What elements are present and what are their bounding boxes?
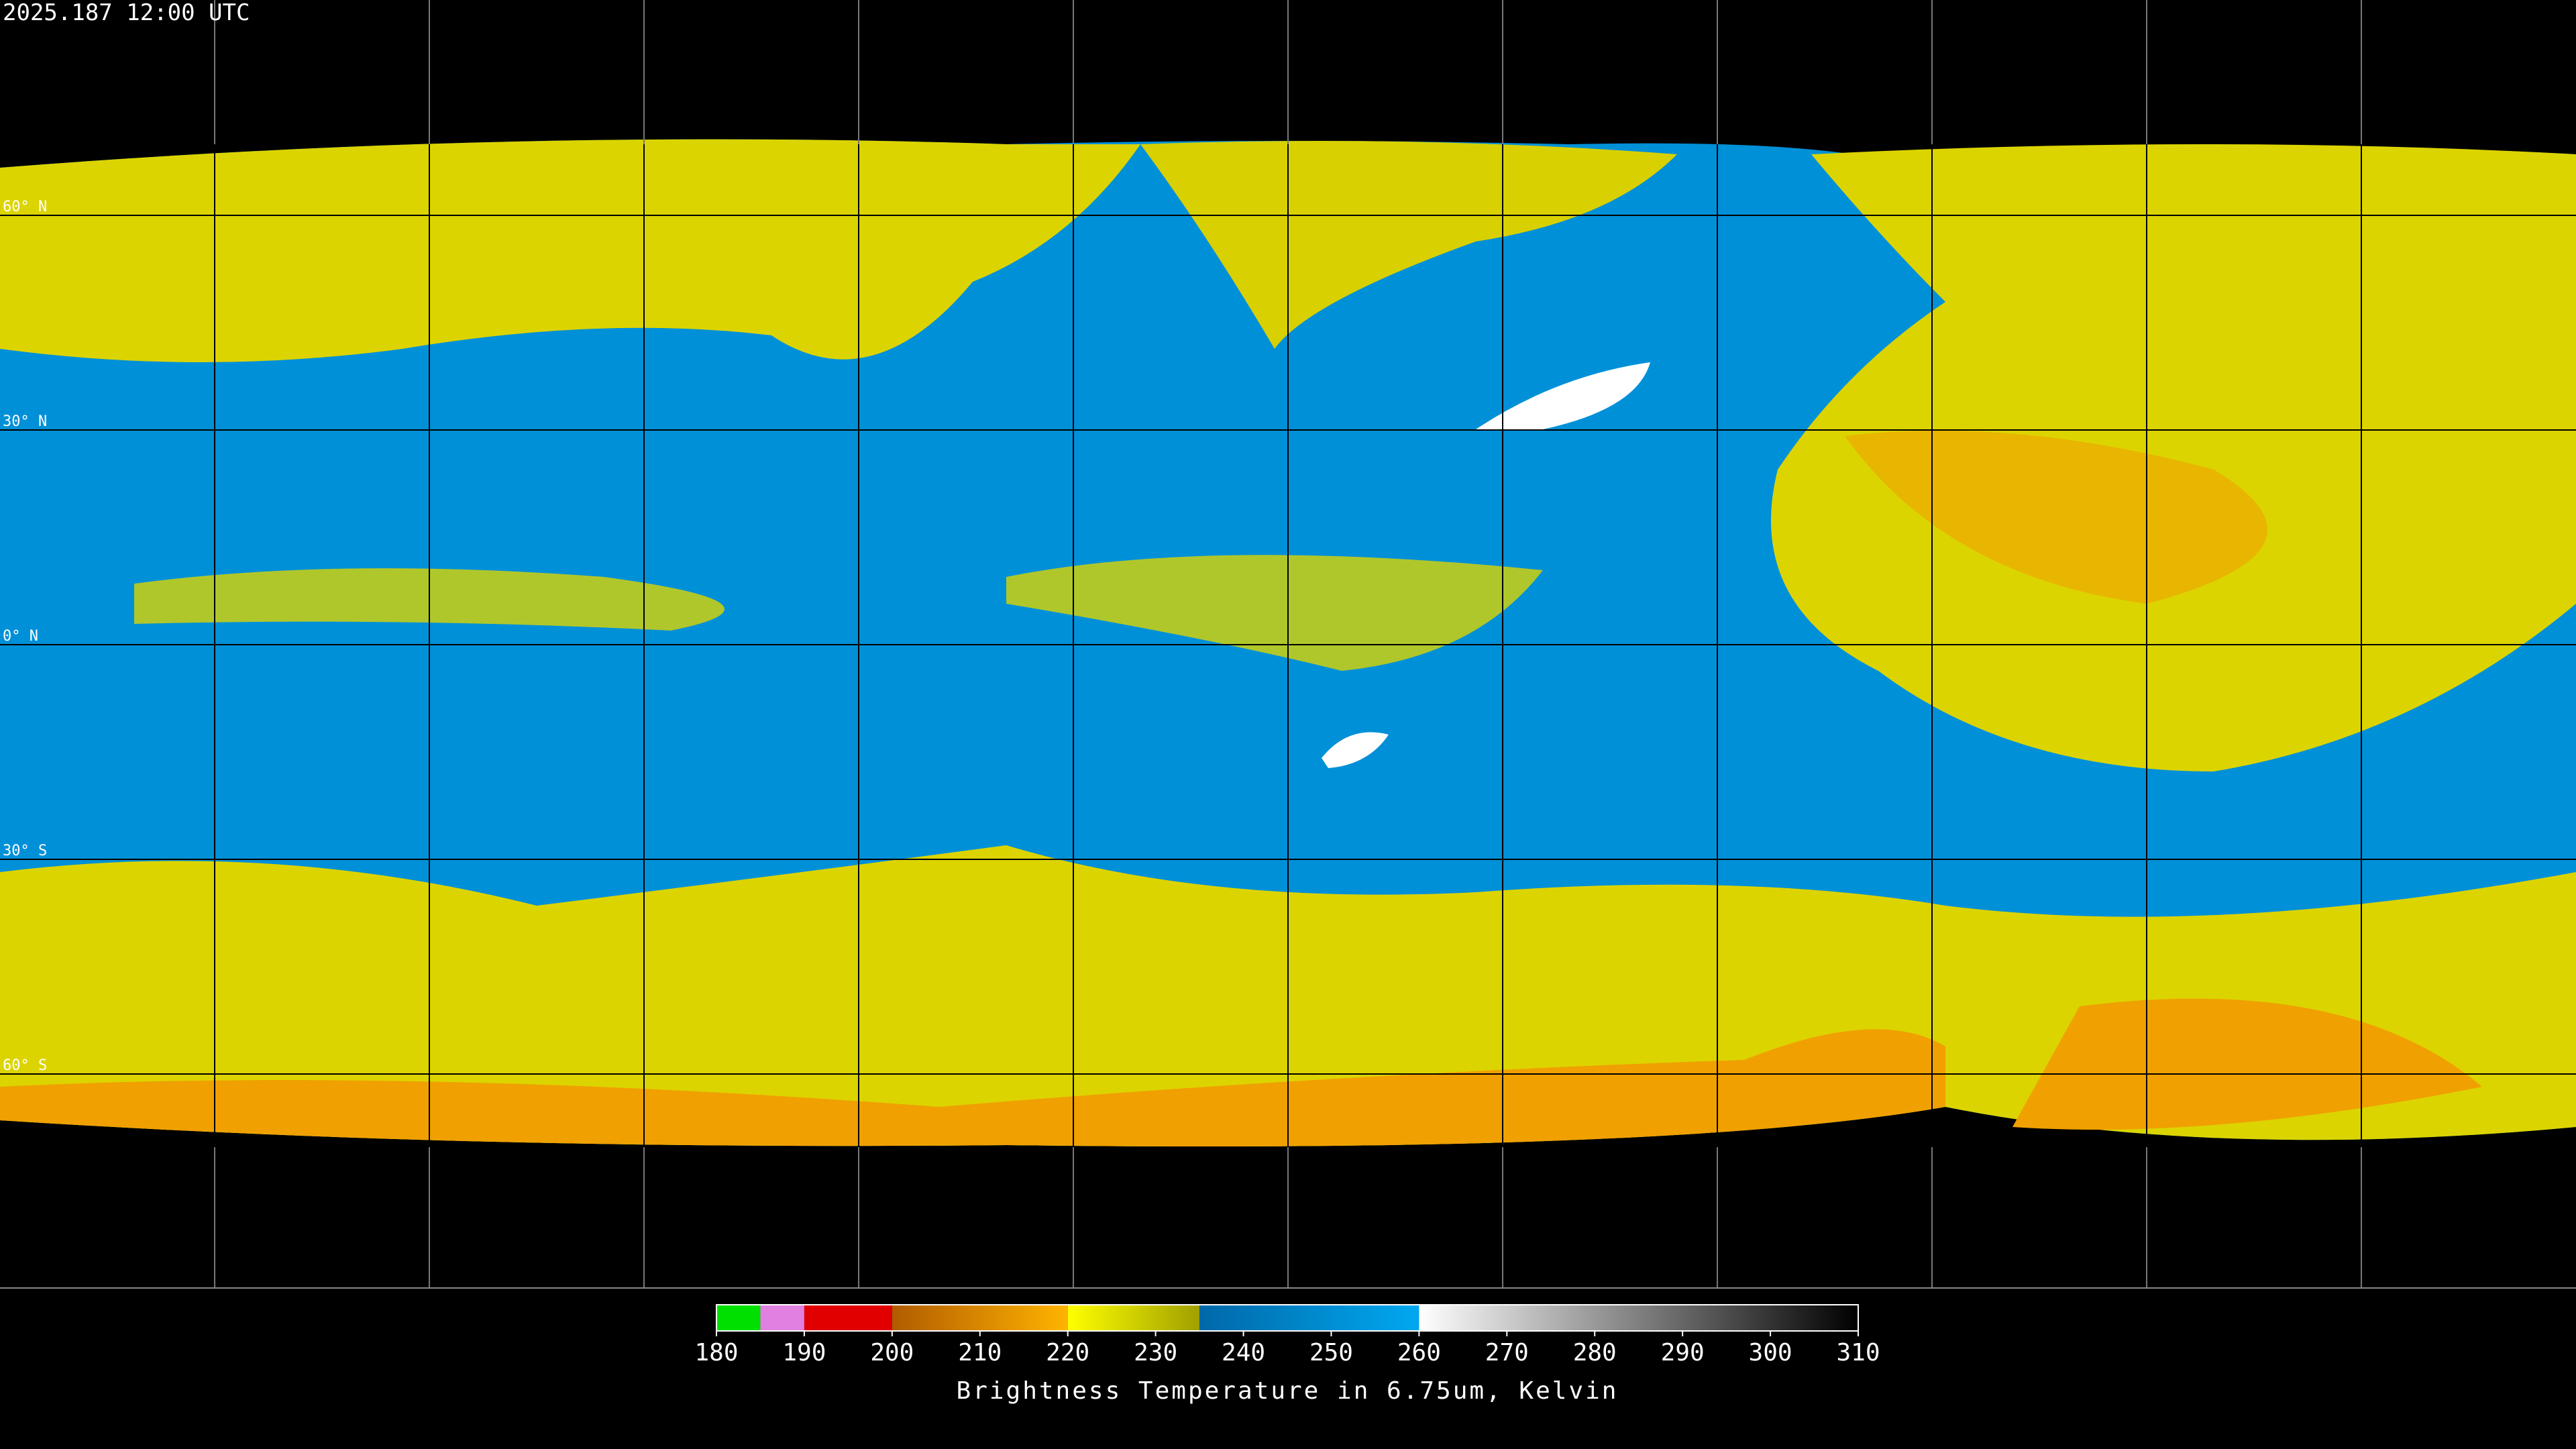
latitude-label: 0° N <box>3 628 38 645</box>
colorbar-tick-label: 230 <box>1134 1339 1177 1366</box>
latitude-label: 60° S <box>3 1057 47 1074</box>
colorbar-segment <box>1199 1305 1419 1331</box>
colorbar-tick-label: 180 <box>694 1339 738 1366</box>
dry-region <box>1322 732 1389 768</box>
colorbar-tick-label: 290 <box>1661 1339 1705 1366</box>
colorbar-title: Brightness Temperature in 6.75um, Kelvin <box>957 1377 1619 1405</box>
itcz-clouds <box>1006 555 1543 671</box>
colorbar-frame <box>716 1304 1859 1332</box>
moist-region <box>1140 141 1677 349</box>
colorbar-tick-label: 300 <box>1749 1339 1792 1366</box>
colorbar-tick-label: 240 <box>1222 1339 1265 1366</box>
colorbar-tick-label: 280 <box>1573 1339 1617 1366</box>
colorbar-segment <box>1419 1305 1858 1331</box>
dry-upper-region <box>2012 998 2482 1130</box>
latitude-label: 60° N <box>3 199 47 215</box>
latitude-label: 30° N <box>3 413 47 430</box>
dry-upper-region <box>0 1029 1945 1147</box>
colorbar-tick-label: 200 <box>870 1339 914 1366</box>
moist-region <box>1771 144 2576 771</box>
graticule <box>214 0 2362 1288</box>
moist-region <box>0 139 1140 362</box>
colorbar-tick-label: 260 <box>1397 1339 1441 1366</box>
colorbar-tick-label: 220 <box>1046 1339 1089 1366</box>
colorbar-segment <box>1067 1305 1200 1331</box>
colorbar-segment <box>892 1305 1068 1331</box>
map: 60° N 30° N 0° N 30° S 60° S <box>0 0 2576 1289</box>
colorbar-tick-label: 210 <box>958 1339 1002 1366</box>
timestamp: 2025.187 12:00 UTC <box>3 0 250 26</box>
colorbar-tick-label: 310 <box>1836 1339 1880 1366</box>
colorbar-tick-label: 250 <box>1309 1339 1353 1366</box>
dry-region <box>1476 362 1650 429</box>
colorbar-tick-label: 270 <box>1485 1339 1529 1366</box>
colorbar-segment <box>760 1305 804 1331</box>
colorbar-tick-label: 190 <box>782 1339 826 1366</box>
latitude-labels: 60° N 30° N 0° N 30° S 60° S <box>3 199 47 1074</box>
convective-region <box>1845 430 2267 604</box>
colorbar-segment <box>804 1305 892 1331</box>
latitude-label: 30° S <box>3 843 47 859</box>
colorbar-segment <box>716 1305 761 1331</box>
colorbar: 180 190 200 210 220 230 240 250 260 270 280 290 300 3… <box>694 1304 1880 1366</box>
